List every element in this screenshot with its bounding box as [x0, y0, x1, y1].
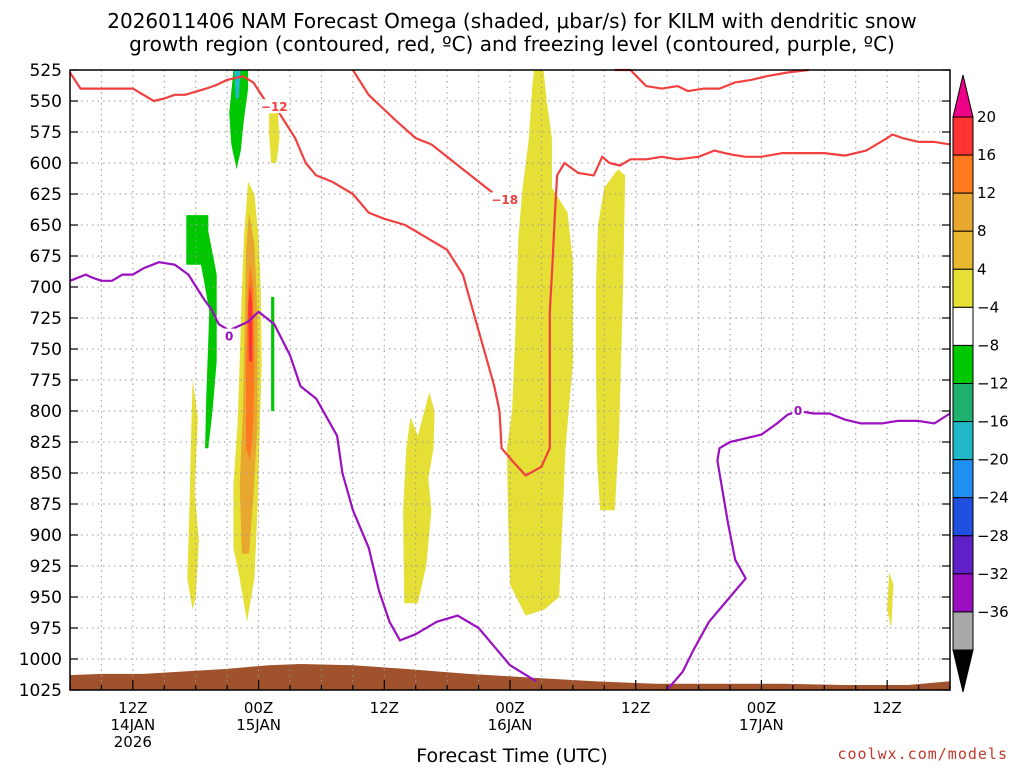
y-tick-label-800: 800 — [30, 402, 62, 422]
contour-label-bg-4 — [792, 403, 804, 417]
y-tick-label-525: 525 — [30, 61, 62, 81]
colorbar-bin-10 — [952, 497, 974, 537]
x-tick-label-78-0: 12Z — [872, 699, 901, 717]
contour-line-1 — [351, 69, 509, 202]
chart-title-line1: 2026011406 NAM Forecast Omega (shaded, μ… — [107, 9, 917, 33]
y-tick-label-700: 700 — [30, 278, 62, 298]
colorbar-bin-2 — [952, 192, 974, 232]
colorbar-bin-13 — [952, 611, 974, 651]
contour-label-0: −12 — [261, 100, 288, 114]
contour-line-0 — [69, 71, 951, 477]
colorbar-bin-12 — [952, 573, 974, 613]
x-tick-label-6-0: 12Z — [118, 699, 147, 717]
y-tick-label-1025: 1025 — [19, 681, 62, 701]
omega-region-13 — [887, 572, 894, 628]
colorbar-label-13: −36 — [977, 603, 1009, 621]
y-tick-label-625: 625 — [30, 185, 62, 205]
y-tick-label-725: 725 — [30, 309, 62, 329]
x-tick-label-30-0: 12Z — [370, 699, 399, 717]
colorbar-bin-1 — [952, 154, 974, 194]
y-tick-label-1000: 1000 — [19, 650, 62, 670]
omega-region-10 — [403, 392, 435, 604]
y-tick-label-875: 875 — [30, 495, 62, 515]
y-tick-label-900: 900 — [30, 526, 62, 546]
colorbar-label-5: −4 — [977, 298, 999, 316]
y-tick-label-825: 825 — [30, 433, 62, 453]
colorbar-top-arrow — [952, 74, 974, 118]
colorbar-label-3: 8 — [977, 222, 987, 240]
colorbar-label-0: 20 — [977, 108, 996, 126]
x-axis-label: Forecast Time (UTC) — [416, 745, 608, 767]
y-tick-label-650: 650 — [30, 216, 62, 236]
colorbar-bottom-arrow — [952, 649, 974, 693]
contour-label-bg-0 — [261, 99, 288, 114]
omega-region-8 — [269, 104, 280, 163]
x-tick-label-54-0: 12Z — [621, 699, 650, 717]
y-tick-label-575: 575 — [30, 123, 62, 143]
colorbar-bin-7 — [952, 383, 974, 423]
y-tick-label-925: 925 — [30, 557, 62, 577]
colorbar-label-6: −8 — [977, 336, 999, 354]
x-tick-label-66-0: 00Z — [747, 699, 776, 717]
colorbar-bin-4 — [952, 268, 974, 308]
y-tick-label-975: 975 — [30, 619, 62, 639]
x-tick-label-42-0: 00Z — [495, 699, 524, 717]
omega-region-11 — [506, 70, 573, 616]
x-tick-label-42-1: 16JAN — [488, 716, 533, 734]
omega-region-7 — [248, 284, 253, 362]
omega-region-0 — [229, 70, 249, 170]
omega-region-2 — [186, 215, 217, 449]
omega-region-3 — [271, 296, 275, 411]
site-credit: coolwx.com/models — [837, 745, 1008, 763]
contour-layer — [69, 68, 951, 691]
colorbar-label-7: −12 — [977, 375, 1009, 393]
colorbar-bin-6 — [952, 344, 974, 384]
colorbar-label-1: 16 — [977, 146, 996, 164]
x-tick-label-6-2: 2026 — [114, 733, 152, 751]
x-tick-label-6-1: 14JAN — [110, 716, 155, 734]
colorbar-bin-8 — [952, 421, 974, 461]
contour-line-3 — [69, 261, 537, 683]
contour-label-3: 0 — [225, 330, 233, 344]
chart-title-line2: growth region (contoured, red, ºC) and f… — [129, 32, 895, 56]
colorbar-bin-5 — [952, 306, 974, 346]
y-tick-label-600: 600 — [30, 154, 62, 174]
x-tick-label-18-1: 15JAN — [236, 716, 281, 734]
colorbar-label-11: −28 — [977, 527, 1009, 545]
colorbar-label-10: −24 — [977, 489, 1009, 507]
y-axis: 525 550 575 600 625 650 675 700 725 750 775 800 825 8… — [19, 61, 950, 701]
contour-label-4: 0 — [794, 404, 802, 418]
colorbar-label-12: −32 — [977, 565, 1009, 583]
colorbar-bin-9 — [952, 459, 974, 499]
colorbar-label-2: 12 — [977, 184, 996, 202]
y-tick-label-950: 950 — [30, 588, 62, 608]
contour-label-bg-3 — [223, 328, 235, 343]
colorbar: 20 16 12 8 4 −4 −8 −12 −16 −20 −24 −28 −32 −36 — [952, 74, 1009, 693]
x-tick-label-18-0: 00Z — [244, 699, 273, 717]
omega-region-9 — [187, 380, 199, 610]
contour-label-1: −18 — [491, 193, 518, 207]
contour-line-4 — [666, 409, 951, 691]
colorbar-label-4: 4 — [977, 260, 987, 278]
x-tick-label-66-1: 17JAN — [739, 716, 784, 734]
y-tick-label-850: 850 — [30, 464, 62, 484]
omega-region-12 — [595, 169, 626, 511]
colorbar-bin-0 — [952, 116, 974, 156]
y-tick-label-775: 775 — [30, 371, 62, 391]
grid-layer — [70, 70, 950, 690]
y-tick-label-550: 550 — [30, 92, 62, 112]
colorbar-label-8: −16 — [977, 413, 1009, 431]
colorbar-bin-11 — [952, 535, 974, 575]
colorbar-bin-3 — [952, 230, 974, 270]
contour-line-2 — [614, 68, 809, 93]
contour-label-bg-1 — [491, 192, 519, 207]
colorbar-label-9: −20 — [977, 451, 1009, 469]
contour-label-layer: −12 −18 0 0 — [223, 99, 804, 418]
y-tick-label-750: 750 — [30, 340, 62, 360]
y-tick-label-675: 675 — [30, 247, 62, 267]
